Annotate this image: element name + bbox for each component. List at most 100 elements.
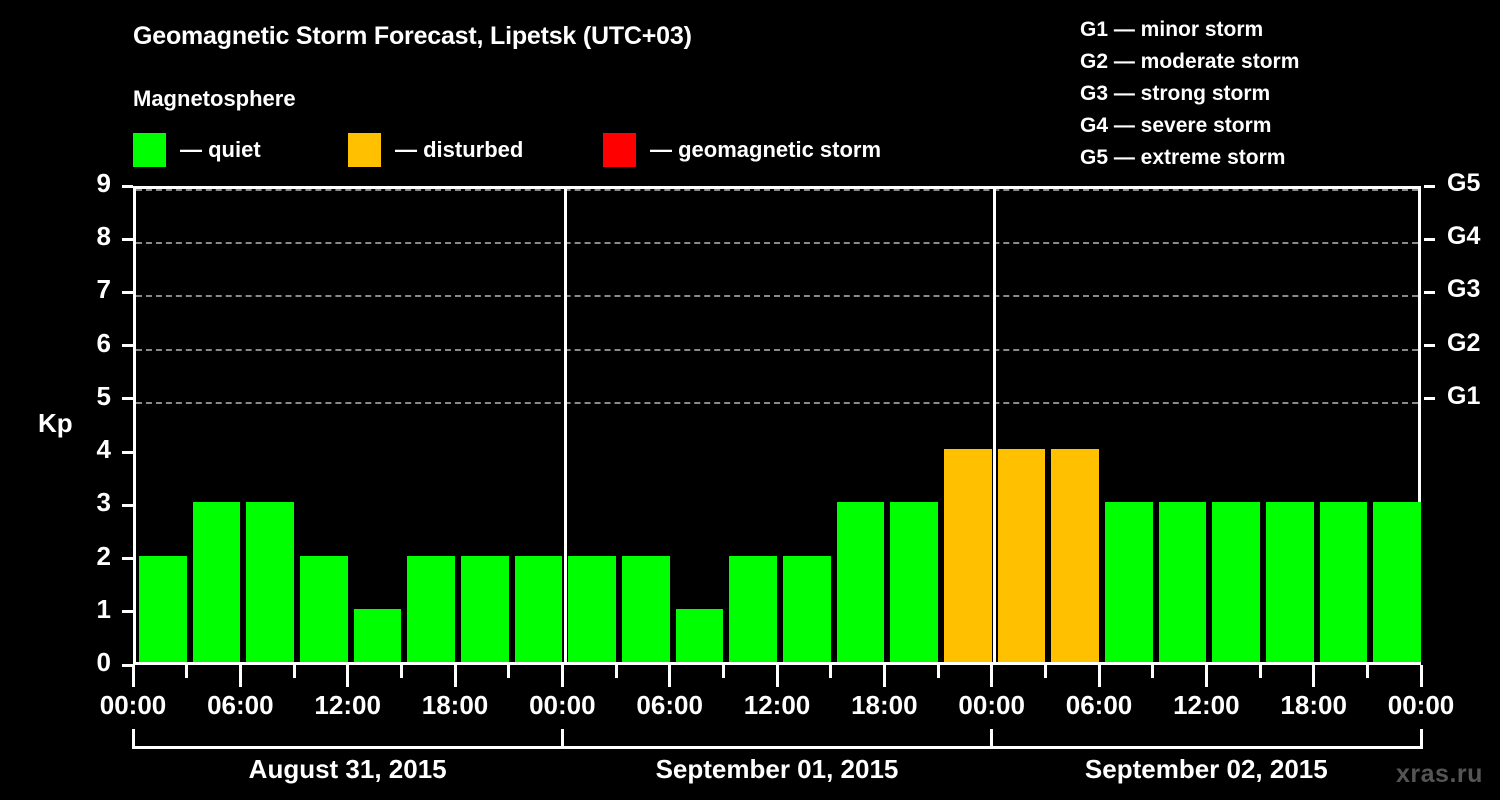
x-tick-minor <box>614 665 618 678</box>
x-tick-label: 00:00 <box>1387 690 1455 720</box>
x-tick-minor <box>1151 665 1155 678</box>
bar <box>1319 502 1368 662</box>
bar <box>192 502 241 662</box>
x-tick-label: 00:00 <box>529 690 596 720</box>
gridline-kp-8 <box>136 242 1418 245</box>
g-tick-label-G3: G3 <box>1447 275 1481 304</box>
bar <box>461 555 509 662</box>
bar <box>407 555 455 662</box>
bar <box>836 502 885 662</box>
g-tick-mark-G3 <box>1424 290 1435 294</box>
bar <box>783 555 831 662</box>
y-tick-mark-4 <box>122 450 133 454</box>
g-tick-label-G2: G2 <box>1447 328 1481 357</box>
x-tick-major <box>990 665 994 687</box>
x-tick-label: 00:00 <box>99 690 167 720</box>
y-tick-mark-8 <box>122 237 133 241</box>
x-tick-label: 12:00 <box>743 690 811 720</box>
g-scale-legend: G1 — minor storm G2 — moderate storm G3 — … <box>1080 14 1299 174</box>
g-tick-label-G4: G4 <box>1447 222 1481 251</box>
x-tick-major <box>1312 665 1316 687</box>
bar <box>300 555 348 662</box>
x-tick-label: 12:00 <box>1173 690 1240 720</box>
legend-swatch-disturbed <box>348 133 381 167</box>
day-divider <box>993 189 997 662</box>
g-tick-mark-G2 <box>1424 344 1435 348</box>
bar <box>353 608 402 662</box>
legend-entry-quiet: — quiet <box>133 132 261 168</box>
x-tick-major <box>1204 665 1208 687</box>
x-tick-minor <box>829 665 833 678</box>
legend-entry-geomagnetic-storm: — geomagnetic storm <box>603 132 881 168</box>
y-tick-label-8: 8 <box>96 221 111 252</box>
plot-inner <box>136 189 1421 662</box>
x-tick-minor <box>507 665 511 678</box>
y-tick-mark-5 <box>122 397 133 401</box>
y-tick-label-2: 2 <box>96 540 111 571</box>
y-tick-label-6: 6 <box>96 327 111 358</box>
x-tick-label: 06:00 <box>636 690 703 720</box>
x-tick-major <box>346 665 350 687</box>
bar <box>1266 502 1314 662</box>
x-tick-major <box>131 665 135 687</box>
x-tick-label: 18:00 <box>1280 690 1347 720</box>
y-tick-mark-9 <box>122 184 133 188</box>
x-tick-major <box>453 665 457 687</box>
x-tick-major <box>560 665 564 687</box>
y-tick-mark-6 <box>122 344 133 348</box>
bar <box>1105 502 1153 662</box>
g-tick-mark-G5 <box>1424 184 1435 188</box>
y-tick-label-4: 4 <box>96 434 111 465</box>
x-tick-minor <box>936 665 940 678</box>
y-tick-mark-0 <box>122 663 133 667</box>
y-tick-label-7: 7 <box>96 274 111 305</box>
gridline-kp-5 <box>136 401 1418 404</box>
bar <box>1373 502 1421 662</box>
watermark: xras.ru <box>1396 760 1483 788</box>
y-tick-label-0: 0 <box>96 647 111 677</box>
x-tick-major <box>1097 665 1101 687</box>
legend-label-geomagnetic-storm: — geomagnetic storm <box>650 137 882 162</box>
legend-entry-disturbed: — disturbed <box>348 132 523 168</box>
y-tick-mark-3 <box>122 503 133 507</box>
bar <box>568 555 616 662</box>
magnetosphere-section-label: Magnetosphere <box>133 86 296 111</box>
bar <box>675 608 724 662</box>
x-tick-major <box>238 665 242 687</box>
bar <box>729 555 777 662</box>
y-tick-mark-1 <box>122 610 133 614</box>
plot-area <box>133 186 1421 665</box>
x-tick-label: 06:00 <box>207 690 274 720</box>
x-tick-minor <box>721 665 725 678</box>
gridline-kp-6 <box>136 348 1418 351</box>
date-band-tick <box>1419 729 1423 749</box>
legend-swatch-quiet <box>133 133 166 167</box>
legend-swatch-geomagnetic-storm <box>603 133 636 167</box>
x-tick-label: 06:00 <box>1065 690 1133 720</box>
x-tick-major <box>1419 665 1423 687</box>
x-tick-label: 18:00 <box>851 690 918 720</box>
g-tick-label-G1: G1 <box>1447 381 1481 410</box>
g-legend-row-1: G1 — minor storm <box>1080 18 1264 41</box>
bar <box>890 502 938 662</box>
y-tick-mark-7 <box>122 290 133 294</box>
bar <box>1212 502 1260 662</box>
g-tick-mark-G1 <box>1424 397 1435 401</box>
bar <box>944 449 992 662</box>
x-tick-minor <box>1258 665 1262 678</box>
date-band-tick <box>131 729 135 749</box>
legend-label-quiet: — quiet <box>180 137 261 162</box>
x-tick-major <box>668 665 672 687</box>
date-band-tick <box>560 729 564 749</box>
gridline-kp-9 <box>136 189 1418 191</box>
date-band-rule <box>133 746 1421 749</box>
day-divider <box>563 189 567 662</box>
page-title: Geomagnetic Storm Forecast, Lipetsk (UTC… <box>133 22 692 50</box>
g-legend-row-2: G2 — moderate storm <box>1080 50 1300 73</box>
legend-label-disturbed: — disturbed <box>395 137 524 162</box>
bar <box>139 555 187 662</box>
y-tick-label-5: 5 <box>96 380 111 411</box>
g-legend-row-5: G5 — extreme storm <box>1080 146 1286 169</box>
date-label: August 31, 2015 <box>248 754 447 784</box>
